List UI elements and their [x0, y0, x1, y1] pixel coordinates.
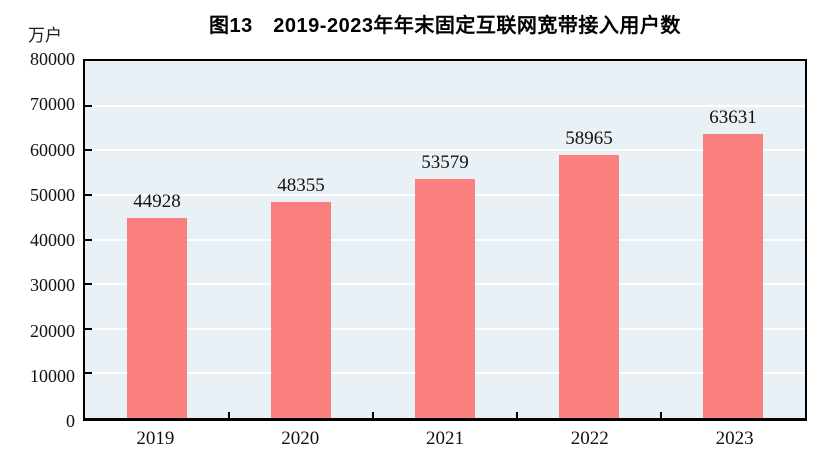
- y-axis-tick: [85, 283, 92, 286]
- chart-title: 图13 2019-2023年年末固定互联网宽带接入用户数: [209, 15, 681, 37]
- bar-2022: [559, 154, 619, 418]
- y-axis-tick: [85, 372, 92, 375]
- bar-value-label: 63631: [709, 107, 757, 129]
- bar-value-label: 53579: [421, 151, 469, 173]
- bar-2021: [415, 178, 475, 418]
- x-axis-tick-label: 2019: [136, 428, 175, 449]
- x-axis-tick-label: 2021: [426, 428, 464, 449]
- y-axis-tick-label: 0: [66, 411, 75, 431]
- plot-area: 44928 48355 53579 58965 63631: [83, 59, 807, 421]
- y-axis-tick-label: 30000: [30, 275, 75, 296]
- x-axis-tick-label: 2022: [570, 428, 609, 449]
- bar-2019: [127, 217, 187, 418]
- y-axis-tick-label: 60000: [30, 139, 75, 160]
- x-axis-tick: [228, 412, 230, 418]
- x-axis-tick-label: 2023: [715, 428, 754, 449]
- gridline: [85, 104, 805, 107]
- bar-value-label: 44928: [133, 190, 181, 212]
- x-axis-tick: [516, 412, 518, 418]
- y-axis-tick-label: 50000: [30, 184, 75, 205]
- y-axis-tick-label: 70000: [30, 94, 75, 115]
- y-axis-tick: [85, 149, 92, 152]
- bar-2023: [703, 134, 763, 418]
- bar-value-label: 48355: [277, 175, 325, 197]
- y-axis-tick-label: 80000: [30, 49, 75, 69]
- x-axis-tick: [660, 412, 662, 418]
- y-axis-tick-label: 20000: [30, 320, 75, 341]
- y-axis-unit-label: 万户: [28, 26, 62, 45]
- x-axis-tick: [372, 412, 374, 418]
- y-axis-tick: [85, 238, 92, 241]
- x-axis-tick-label: 2020: [281, 428, 320, 449]
- y-axis-tick: [85, 104, 92, 107]
- y-axis-tick: [85, 193, 92, 196]
- bar-value-label: 58965: [565, 127, 613, 149]
- y-axis-tick-label: 10000: [30, 365, 75, 386]
- y-axis-tick-label: 40000: [30, 230, 75, 250]
- gridline: [85, 149, 805, 152]
- y-axis-tick: [85, 327, 92, 330]
- bar-2020: [271, 202, 331, 418]
